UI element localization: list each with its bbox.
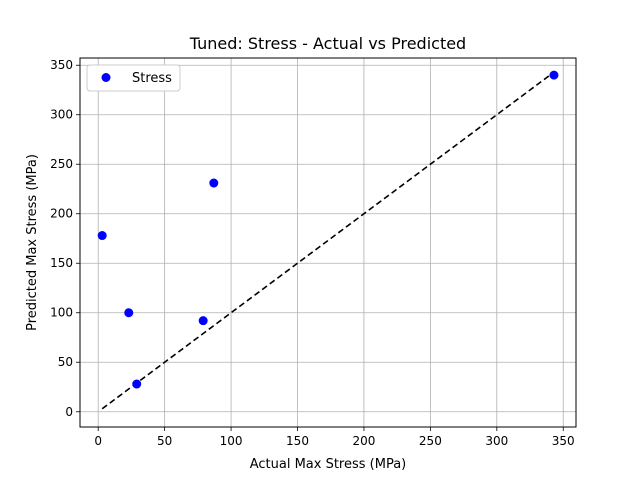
x-tick-label: 250: [419, 434, 442, 448]
x-tick-label: 200: [352, 434, 375, 448]
y-tick-label: 350: [50, 58, 73, 72]
data-point: [132, 379, 142, 389]
y-tick-label: 300: [50, 108, 73, 122]
data-point: [198, 316, 208, 326]
x-tick-label: 50: [157, 434, 172, 448]
x-tick-label: 100: [220, 434, 243, 448]
reference-line: [101, 71, 555, 410]
legend: Stress: [86, 64, 181, 92]
x-axis-label: Actual Max Stress (MPa): [250, 457, 407, 472]
data-point: [549, 70, 559, 80]
plot-frame: [79, 57, 577, 428]
legend-marker-stress: [101, 73, 111, 82]
x-tick-label: 350: [552, 434, 575, 448]
y-axis-label: Predicted Max Stress (MPa): [25, 154, 40, 331]
legend-label-stress: Stress: [132, 71, 172, 86]
y-tick-label: 250: [50, 157, 73, 171]
y-tick-label: 0: [65, 405, 73, 419]
grid: [80, 58, 576, 427]
y-tick-label: 200: [50, 207, 73, 221]
x-axis-ticks: 0 50 100 150 200 250 300 350: [94, 427, 575, 448]
data-point: [97, 231, 107, 241]
y-tick-label: 50: [58, 355, 73, 369]
y-axis-ticks: 0 50 100 150 200 250 300 350: [50, 58, 80, 419]
y-tick-label: 150: [50, 256, 73, 270]
y-tick-label: 100: [50, 306, 73, 320]
data-point: [209, 178, 219, 188]
legend-box: [86, 64, 181, 92]
x-tick-label: 150: [286, 434, 309, 448]
data-points: [97, 70, 559, 389]
chart-title: Tuned: Stress - Actual vs Predicted: [189, 34, 466, 53]
data-point: [124, 308, 134, 318]
x-tick-label: 0: [94, 434, 102, 448]
x-tick-label: 300: [485, 434, 508, 448]
plot-area: [80, 58, 576, 427]
